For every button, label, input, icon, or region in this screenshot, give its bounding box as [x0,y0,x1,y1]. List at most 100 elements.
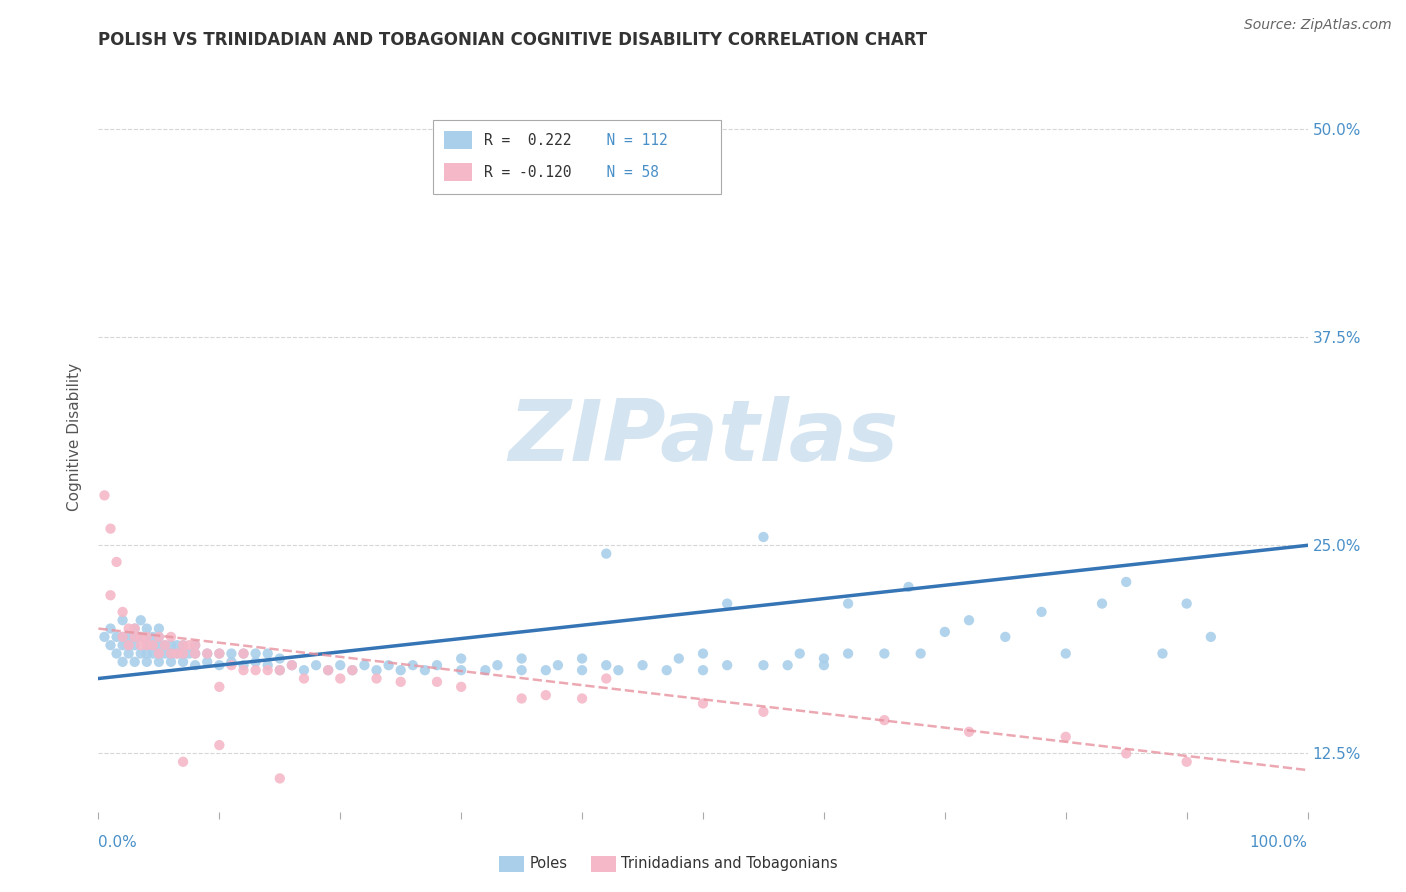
Point [221,658,243,673]
Point [232,658,254,673]
Point [389,674,412,689]
Point [184,638,207,652]
Point [232,647,254,661]
Point [813,658,835,673]
Point [510,663,533,677]
Point [245,663,267,677]
Point [129,630,152,644]
Point [124,622,146,636]
Point [316,663,339,677]
Point [111,630,134,644]
Point [208,658,231,673]
Point [100,522,122,536]
Point [510,651,533,665]
Point [1054,647,1077,661]
Point [232,647,254,661]
Point [776,658,799,673]
Point [256,663,278,677]
Point [994,630,1017,644]
Point [1199,630,1222,644]
Point [571,663,593,677]
Point [789,647,811,661]
Point [153,647,176,661]
Point [179,638,201,652]
Point [208,680,231,694]
Point [413,663,436,677]
Point [172,638,194,652]
Point [129,638,152,652]
Point [208,738,231,752]
Point [1091,597,1114,611]
Point [474,663,496,677]
Point [595,672,617,686]
Point [148,630,170,644]
Point [184,638,207,652]
Point [135,647,157,661]
Point [105,647,128,661]
Point [221,647,243,661]
Point [897,580,920,594]
Point [450,651,472,665]
Point [366,663,388,677]
Point [269,651,291,665]
Point [93,630,115,644]
Point [329,658,352,673]
Point [752,658,775,673]
Point [571,691,593,706]
Point [124,638,146,652]
Point [135,655,157,669]
Point [595,658,617,673]
Text: Poles: Poles [530,856,568,871]
Point [142,638,165,652]
Point [292,672,315,686]
Point [402,658,425,673]
Point [148,630,170,644]
Point [316,663,339,677]
Point [111,630,134,644]
Point [631,658,654,673]
Point [1175,755,1198,769]
Point [256,658,278,673]
Point [93,488,115,502]
Point [232,663,254,677]
Point [716,658,738,673]
Point [118,638,141,652]
Point [837,597,859,611]
Point [148,647,170,661]
Point [129,613,152,627]
Point [668,651,690,665]
Point [111,613,134,627]
Text: POLISH VS TRINIDADIAN AND TOBAGONIAN COGNITIVE DISABILITY CORRELATION CHART: POLISH VS TRINIDADIAN AND TOBAGONIAN COG… [98,31,928,49]
Point [111,638,134,652]
Point [184,647,207,661]
Point [450,663,472,677]
Point [692,697,714,711]
Text: R =  0.222: R = 0.222 [484,133,571,147]
Point [1115,574,1137,589]
Point [595,547,617,561]
Text: 100.0%: 100.0% [1250,836,1308,850]
Point [142,647,165,661]
Point [655,663,678,677]
Point [153,638,176,652]
Point [534,663,557,677]
Point [148,647,170,661]
Point [752,530,775,544]
Point [752,705,775,719]
Point [486,658,509,673]
Point [256,647,278,661]
Point [142,630,165,644]
Point [135,630,157,644]
Point [100,588,122,602]
Point [389,663,412,677]
Point [124,655,146,669]
Text: R = -0.120: R = -0.120 [484,165,571,179]
Point [195,655,218,669]
Point [160,647,183,661]
Point [837,647,859,661]
Point [172,638,194,652]
Point [118,638,141,652]
Point [1054,730,1077,744]
Point [1152,647,1174,661]
Point [118,647,141,661]
